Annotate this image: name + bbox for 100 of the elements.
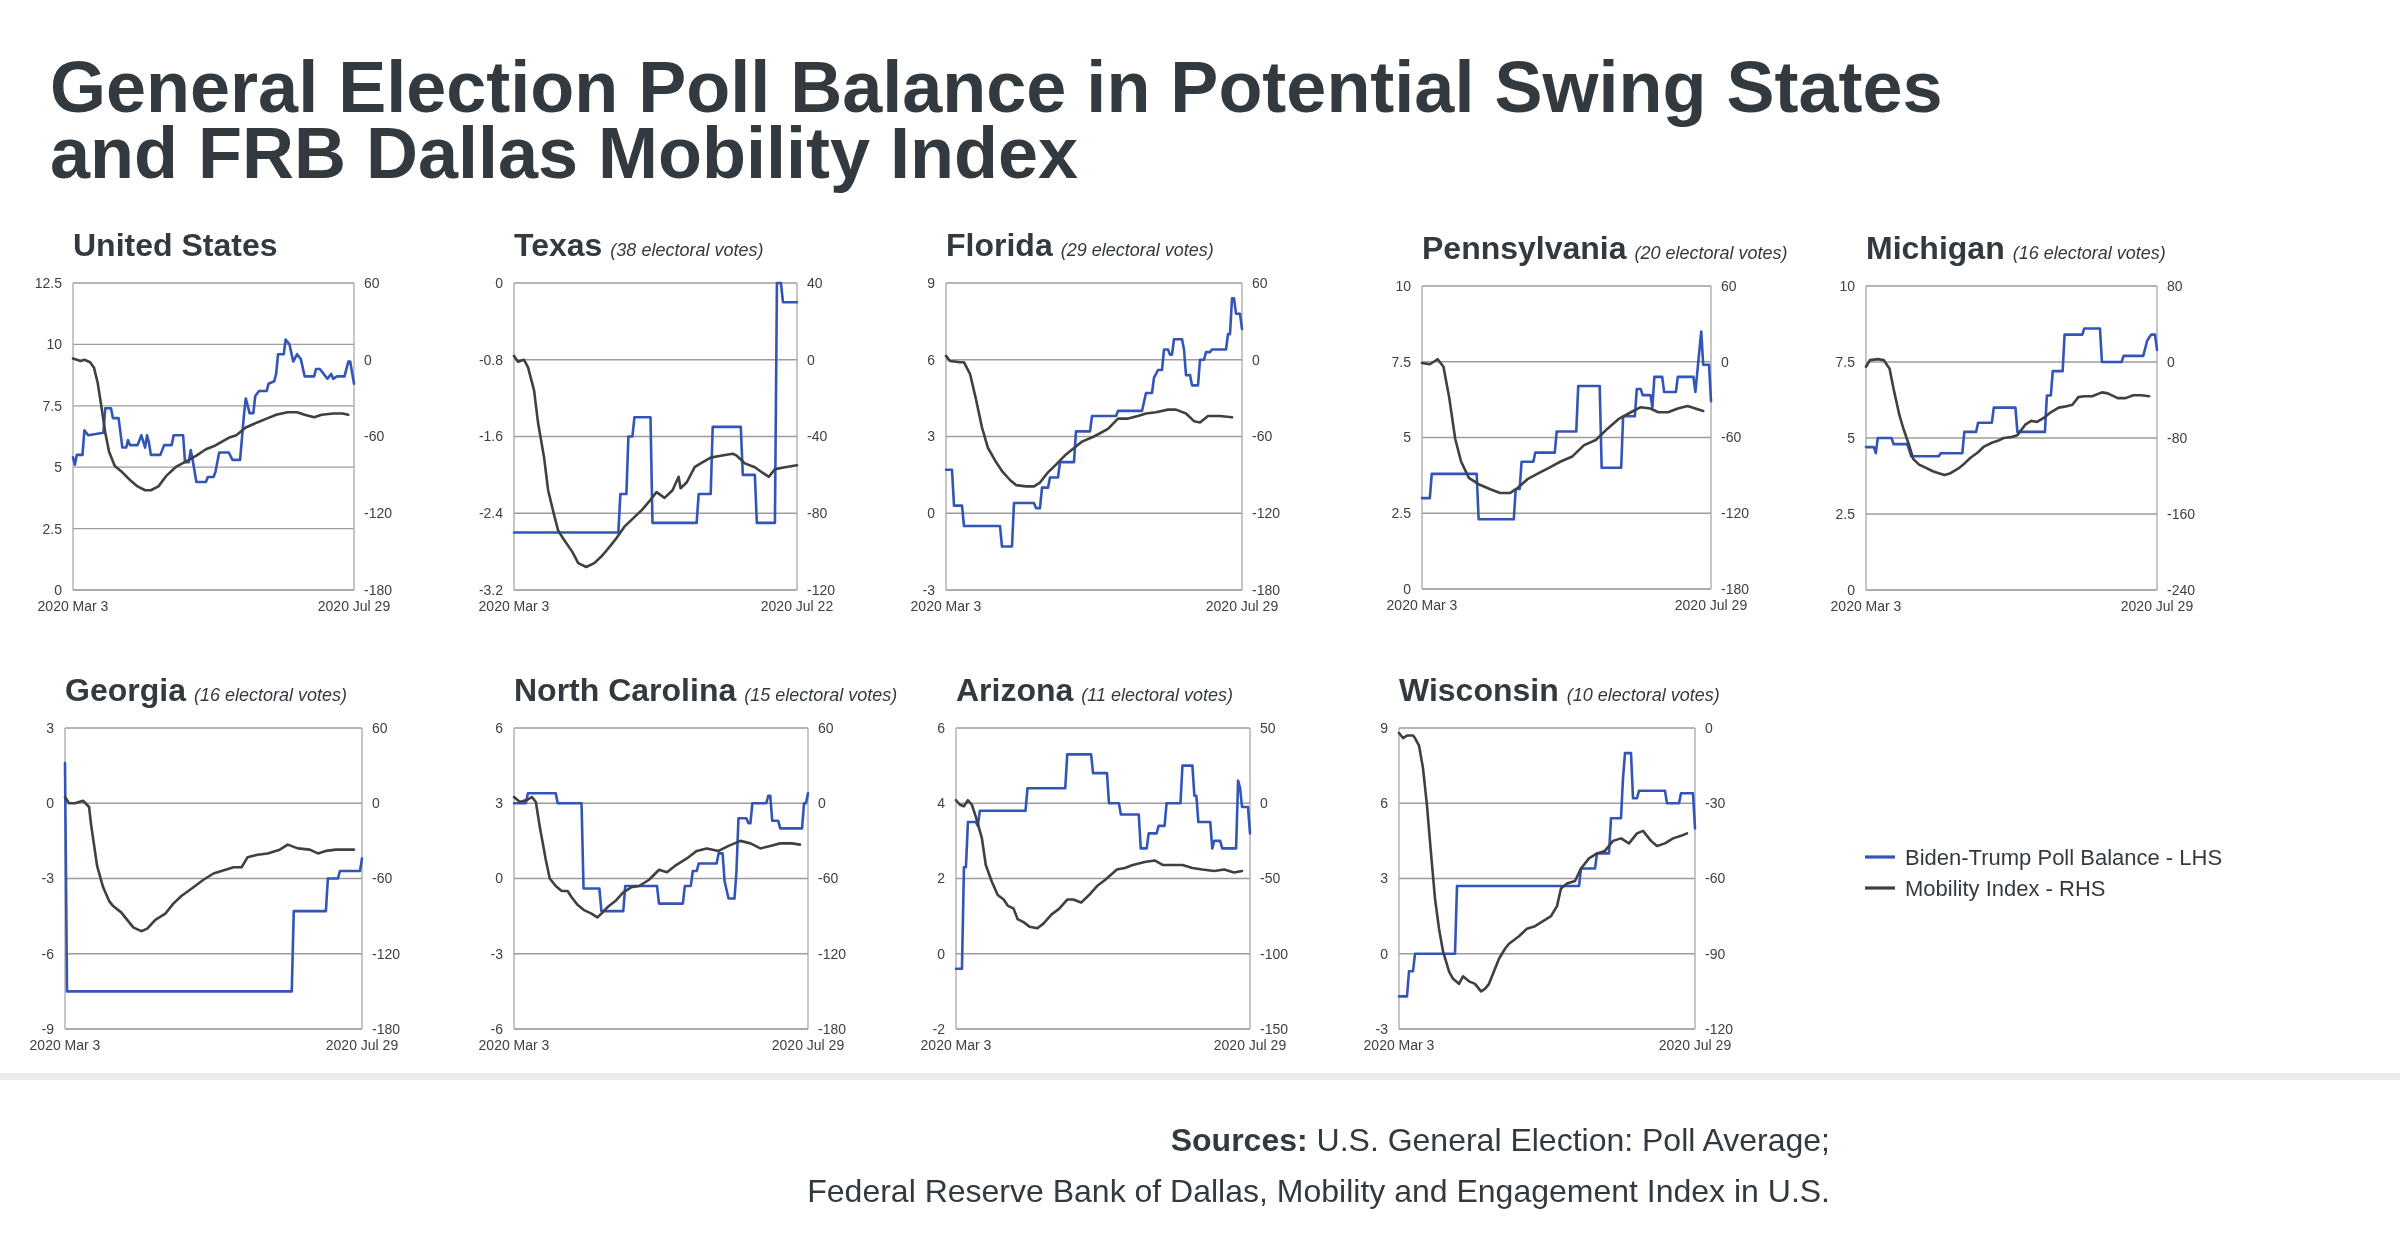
y2-tick-label: -120 (807, 581, 836, 598)
y-tick-label: 0 (46, 795, 55, 812)
y2-tick-label: 60 (818, 719, 834, 736)
y2-tick-label: 60 (1721, 277, 1737, 294)
y-tick-label: 2.5 (1835, 505, 1856, 522)
y-tick-label: 0 (495, 274, 504, 291)
y-tick-label: 3 (495, 795, 504, 812)
y-tick-label: 5 (1847, 429, 1856, 446)
x-tick-label: 2020 Jul 29 (1674, 597, 1748, 613)
line-series (63, 761, 364, 993)
y-tick-label: 7.5 (1391, 353, 1412, 370)
y2-tick-label: 60 (364, 274, 380, 291)
y-tick-label: 0 (54, 581, 63, 598)
x-tick-label: 2020 Mar 3 (478, 598, 550, 614)
chart-subtitle: (15 electoral votes) (744, 685, 898, 705)
y-tick-label: 9 (927, 274, 936, 291)
y2-tick-label: 50 (1260, 719, 1276, 736)
x-tick-label: 2020 Mar 3 (29, 1037, 101, 1053)
y2-tick-label: -60 (1705, 870, 1726, 887)
chart-title: Arizona (956, 672, 1074, 708)
y2-tick-label: -60 (364, 428, 385, 445)
x-tick-label: 2020 Mar 3 (1386, 597, 1458, 613)
text: General Election Poll Balance in Potential Swing States and FRB Dallas Mobility Index (50, 47, 1963, 193)
y2-tick-label: -180 (1252, 581, 1281, 598)
text: Federal Reserve Bank of Dallas, Mobility and Engagement Index in U.S. (807, 1173, 1830, 1209)
line-series (954, 753, 1252, 971)
line-series (1420, 357, 1705, 495)
chart-title: Michigan (1866, 230, 2005, 266)
y-tick-label: -2 (932, 1020, 946, 1037)
line-series (512, 281, 799, 534)
x-tick-label: 2020 Mar 3 (1830, 598, 1902, 614)
line-series (1864, 357, 2151, 477)
x-tick-label: 2020 Jul 29 (1658, 1037, 1732, 1053)
line-series (944, 354, 1234, 488)
x-tick-label: 2020 Jul 29 (2120, 598, 2194, 614)
line-series (954, 798, 1244, 930)
x-tick-label: 2020 Jul 29 (325, 1037, 399, 1053)
y-tick-label: 2.5 (1391, 505, 1412, 522)
y2-tick-label: -30 (1705, 795, 1726, 812)
y-tick-label: 0 (927, 505, 936, 522)
y2-tick-label: -60 (1721, 429, 1742, 446)
chart-subtitle: (20 electoral votes) (1634, 243, 1788, 263)
y-tick-label: 4 (937, 795, 946, 812)
y2-tick-label: 0 (372, 795, 380, 812)
y-tick-label: -9 (41, 1020, 55, 1037)
chart-subtitle: (11 electoral votes) (1081, 685, 1234, 705)
x-tick-label: 2020 Mar 3 (920, 1037, 992, 1053)
y2-tick-label: -120 (1721, 505, 1750, 522)
y2-tick-label: -120 (364, 505, 393, 522)
y-tick-label: 7.5 (42, 397, 63, 414)
y2-tick-label: -240 (2167, 581, 2196, 598)
y2-tick-label: -160 (2167, 505, 2196, 522)
y2-tick-label: 0 (1252, 351, 1260, 368)
y-tick-label: 0 (1403, 580, 1412, 597)
y-tick-label: -6 (41, 945, 55, 962)
x-tick-label: 2020 Jul 29 (1213, 1037, 1287, 1053)
y-tick-label: 9 (1380, 719, 1389, 736)
y2-tick-label: -120 (1252, 505, 1281, 522)
x-tick-label: 2020 Jul 29 (317, 598, 391, 614)
x-tick-label: 2020 Mar 3 (910, 598, 982, 614)
y2-tick-label: -180 (1721, 580, 1750, 597)
line-series (71, 338, 356, 484)
x-tick-label: 2020 Jul 29 (1205, 598, 1279, 614)
y2-tick-label: 0 (2167, 353, 2175, 370)
y2-tick-label: -80 (2167, 429, 2188, 446)
y2-tick-label: 0 (818, 795, 826, 812)
y2-tick-label: 80 (2167, 277, 2183, 294)
y2-tick-label: -50 (1260, 870, 1281, 887)
y2-tick-label: -180 (818, 1020, 847, 1037)
y-tick-label: 0 (495, 870, 504, 887)
y-tick-label: 5 (54, 459, 63, 476)
chart-subtitle: (29 electoral votes) (1060, 240, 1214, 260)
y-tick-label: 6 (1380, 795, 1389, 812)
line-series (944, 297, 1244, 548)
x-tick-label: 2020 Jul 29 (771, 1037, 845, 1053)
y2-tick-label: 0 (807, 351, 815, 368)
chart-title: United States (73, 227, 278, 263)
legend-label: Mobility Index - RHS (1905, 875, 2106, 901)
chart-title: Florida (946, 227, 1053, 263)
y-tick-label: 3 (46, 719, 55, 736)
y2-tick-label: 40 (807, 274, 823, 291)
y-tick-label: -3 (1375, 1020, 1389, 1037)
line-series (512, 354, 799, 569)
y2-tick-label: -180 (372, 1020, 401, 1037)
y-tick-label: -3 (922, 581, 936, 598)
x-tick-label: 2020 Mar 3 (478, 1037, 550, 1053)
chart-title: Georgia (65, 672, 187, 708)
y-tick-label: 10 (1839, 277, 1856, 294)
y-tick-label: 5 (1403, 429, 1412, 446)
y2-tick-label: -120 (818, 945, 847, 962)
y-tick-label: 0 (1380, 945, 1389, 962)
y-tick-label: -3 (490, 945, 504, 962)
x-tick-label: 2020 Jul 22 (760, 598, 834, 614)
y2-tick-label: -180 (364, 581, 393, 598)
y-tick-label: 10 (46, 336, 63, 353)
chart-title: Wisconsin (1399, 672, 1559, 708)
y2-tick-label: 0 (1260, 795, 1268, 812)
y2-tick-label: -60 (372, 870, 393, 887)
y2-tick-label: 0 (1705, 719, 1713, 736)
y2-tick-label: -120 (1705, 1020, 1734, 1037)
